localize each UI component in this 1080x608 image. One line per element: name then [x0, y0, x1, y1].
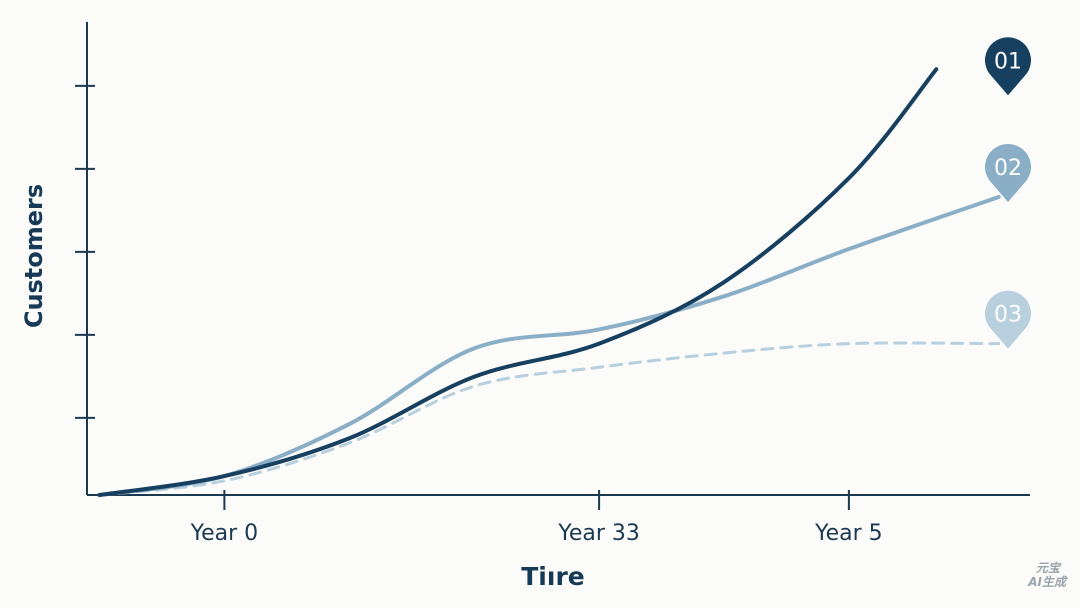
marker-pin-02	[984, 143, 1031, 203]
marker-label-03: 03	[994, 303, 1022, 328]
series-lines	[97, 67, 1001, 497]
watermark: 元宝 AI生成	[1027, 561, 1068, 589]
watermark-line-1: 元宝	[1036, 561, 1062, 575]
x-tick-label-1: Year 33	[557, 521, 640, 546]
marker-03: 03	[984, 290, 1031, 349]
x-axis-title: Tiıre	[521, 562, 584, 591]
y-ticks	[75, 84, 95, 419]
series-line-01	[97, 67, 939, 497]
watermark-line-2: AI生成	[1027, 575, 1068, 589]
axes	[86, 22, 1030, 496]
x-tick-label-0: Year 0	[190, 521, 259, 546]
marker-label-01: 01	[994, 49, 1022, 74]
series-line-02	[97, 195, 1001, 497]
marker-label-02: 02	[994, 156, 1022, 181]
series-markers: 01 02 03	[984, 37, 1031, 349]
series-line-03	[97, 341, 1001, 497]
x-tick-label-2: Year 5	[814, 521, 883, 546]
marker-01: 01	[984, 37, 1031, 96]
x-ticks: Year 0 Year 33 Year 5	[190, 490, 883, 546]
marker-pin-01	[984, 37, 1031, 96]
marker-pin-03	[984, 290, 1031, 349]
marker-02: 02	[984, 143, 1031, 203]
y-axis-title: Customers	[20, 184, 48, 328]
